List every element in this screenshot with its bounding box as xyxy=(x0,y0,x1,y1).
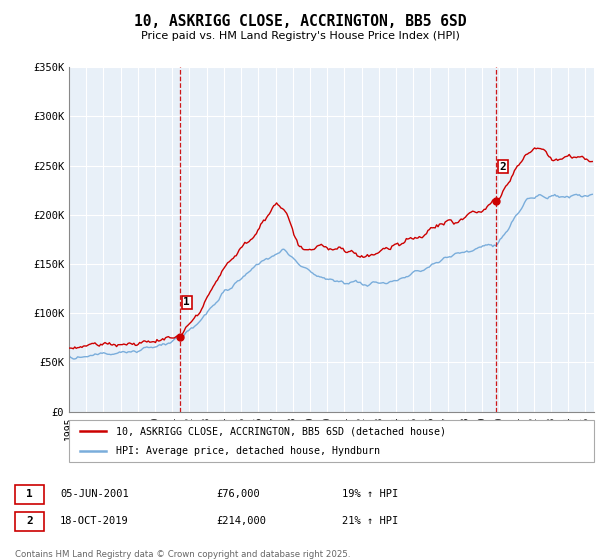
Text: 18-OCT-2019: 18-OCT-2019 xyxy=(60,516,129,526)
Text: £76,000: £76,000 xyxy=(216,489,260,500)
Text: 05-JUN-2001: 05-JUN-2001 xyxy=(60,489,129,500)
Text: 1: 1 xyxy=(183,297,190,307)
Text: Price paid vs. HM Land Registry's House Price Index (HPI): Price paid vs. HM Land Registry's House … xyxy=(140,31,460,41)
Text: 2: 2 xyxy=(499,162,506,171)
Text: HPI: Average price, detached house, Hyndburn: HPI: Average price, detached house, Hynd… xyxy=(116,446,380,456)
Text: 19% ↑ HPI: 19% ↑ HPI xyxy=(342,489,398,500)
FancyBboxPatch shape xyxy=(69,420,594,462)
Text: 10, ASKRIGG CLOSE, ACCRINGTON, BB5 6SD (detached house): 10, ASKRIGG CLOSE, ACCRINGTON, BB5 6SD (… xyxy=(116,426,446,436)
Text: Contains HM Land Registry data © Crown copyright and database right 2025.
This d: Contains HM Land Registry data © Crown c… xyxy=(15,550,350,560)
Text: 1: 1 xyxy=(26,489,33,500)
Text: 2: 2 xyxy=(26,516,33,526)
Text: 10, ASKRIGG CLOSE, ACCRINGTON, BB5 6SD: 10, ASKRIGG CLOSE, ACCRINGTON, BB5 6SD xyxy=(134,14,466,29)
Text: £214,000: £214,000 xyxy=(216,516,266,526)
Text: 21% ↑ HPI: 21% ↑ HPI xyxy=(342,516,398,526)
